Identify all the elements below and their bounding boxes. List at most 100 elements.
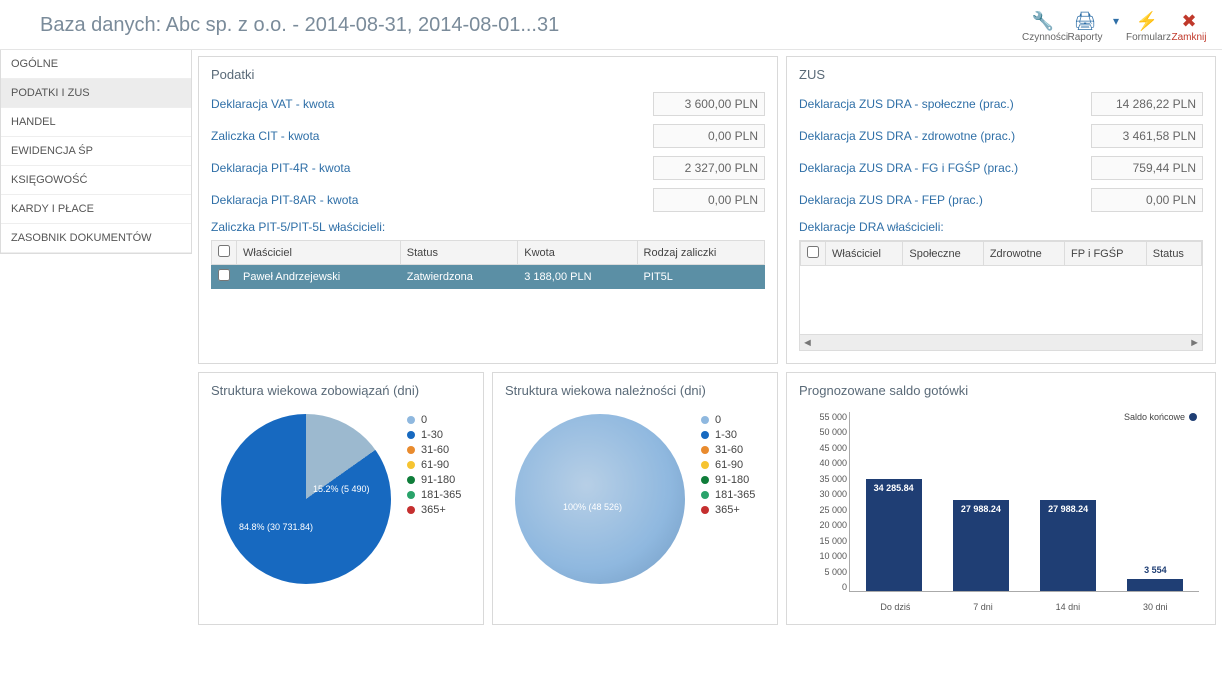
legend-item: 181-365 — [407, 489, 461, 501]
amount-value: 0,00 PLN — [653, 124, 765, 148]
pie-chart: 15.2% (5 490)84.8% (30 731.84) — [211, 414, 401, 604]
wrench-icon: 🔧 — [1022, 10, 1064, 32]
legend: 01-3031-6061-9091-180181-365365+ — [407, 414, 461, 519]
legend-item: 1-30 — [407, 429, 461, 441]
bar-value-label: 3 554 — [1127, 565, 1183, 575]
panel-pie-zobow: Struktura wiekowa zobowiązań (dni) 15.2%… — [198, 372, 484, 625]
page-title: Baza danych: Abc sp. z o.o. - 2014-08-31… — [40, 8, 559, 37]
toolbar-dropdown[interactable]: ▾ — [1106, 8, 1126, 45]
column-header[interactable]: Zdrowotne — [983, 242, 1064, 266]
field-link[interactable]: Deklaracja PIT-4R - kwota — [211, 161, 350, 175]
y-tick: 50 000 — [799, 427, 847, 437]
y-tick: 40 000 — [799, 458, 847, 468]
legend-item: 365+ — [407, 504, 461, 516]
legend-label: 61-90 — [421, 459, 449, 471]
toolbar-zamknij[interactable]: ✖ Zamknij — [1168, 8, 1210, 45]
bar: 27 988.24 — [953, 500, 1009, 591]
column-header[interactable] — [212, 241, 237, 265]
legend-item: 0 — [407, 414, 461, 426]
legend: 0 1-30 31-60 61-90 91-180 181-365 365+ — [701, 414, 755, 519]
table-cell: PIT5L — [637, 265, 764, 289]
legend-item: 0 — [701, 414, 755, 426]
field-link[interactable]: Deklaracja ZUS DRA - FEP (prac.) — [799, 193, 983, 207]
y-tick: 25 000 — [799, 505, 847, 515]
table-empty-body — [800, 266, 1202, 334]
sidebar-item[interactable]: OGÓLNE — [1, 50, 191, 79]
column-header[interactable]: Właściciel — [237, 241, 401, 265]
legend-item: 365+ — [701, 504, 755, 516]
horizontal-scrollbar[interactable]: ◄► — [800, 334, 1202, 350]
pie-slice-label: 84.8% (30 731.84) — [239, 522, 313, 532]
sidebar-item[interactable]: HANDEL — [1, 108, 191, 137]
field-link[interactable]: Deklaracja VAT - kwota — [211, 97, 334, 111]
field-link[interactable]: Deklaracja ZUS DRA - społeczne (prac.) — [799, 97, 1014, 111]
toolbar-label: Zamknij — [1168, 32, 1210, 43]
plot-area: 34 285.8427 988.2427 988.243 554 — [849, 412, 1199, 592]
sidebar-item[interactable]: ZASOBNIK DOKUMENTÓW — [1, 224, 191, 253]
amount-value: 0,00 PLN — [1091, 188, 1203, 212]
column-header[interactable] — [801, 242, 826, 266]
panel-title: Struktura wiekowa zobowiązań (dni) — [211, 383, 471, 398]
amount-value: 759,44 PLN — [1091, 156, 1203, 180]
legend-item: 1-30 — [701, 429, 755, 441]
select-all-checkbox[interactable] — [807, 246, 819, 258]
field-link[interactable]: Zaliczka CIT - kwota — [211, 129, 319, 143]
toolbar-formularz[interactable]: ⚡ Formularz — [1126, 8, 1168, 45]
column-header[interactable]: Kwota — [518, 241, 637, 265]
legend-item: 61-90 — [701, 459, 755, 471]
field-link[interactable]: Deklaracja PIT-8AR - kwota — [211, 193, 358, 207]
sidebar-item[interactable]: EWIDENCJA ŚP — [1, 137, 191, 166]
legend-label: 61-90 — [715, 459, 743, 471]
legend-dot-icon — [701, 506, 709, 514]
y-tick: 20 000 — [799, 520, 847, 530]
legend-label: 91-180 — [421, 474, 455, 486]
panel-title: ZUS — [799, 67, 1203, 82]
sidebar-item[interactable]: KARDY I PŁACE — [1, 195, 191, 224]
column-header[interactable]: Status — [400, 241, 517, 265]
legend-label: 91-180 — [715, 474, 749, 486]
legend-label: 1-30 — [715, 429, 737, 441]
field-link[interactable]: Deklaracja ZUS DRA - FG i FGŚP (prac.) — [799, 161, 1018, 175]
toolbar-czynnosci[interactable]: 🔧 Czynności — [1022, 8, 1064, 45]
x-tick: 14 dni — [1056, 602, 1081, 612]
field-link[interactable]: Deklaracja ZUS DRA - zdrowotne (prac.) — [799, 129, 1015, 143]
legend-label: 0 — [715, 414, 721, 426]
legend-dot-icon — [701, 416, 709, 424]
bolt-icon: ⚡ — [1126, 10, 1168, 32]
amount-value: 14 286,22 PLN — [1091, 92, 1203, 116]
panel-zus: ZUS Deklaracja ZUS DRA - społeczne (prac… — [786, 56, 1216, 364]
print-icon: 🖨 — [1064, 10, 1106, 32]
sidebar-item[interactable]: KSIĘGOWOŚĆ — [1, 166, 191, 195]
field-row: Deklaracja ZUS DRA - FEP (prac.) 0,00 PLN — [799, 188, 1203, 212]
legend-dot-icon — [407, 446, 415, 454]
amount-value: 3 600,00 PLN — [653, 92, 765, 116]
legend-dot-icon — [701, 491, 709, 499]
legend-dot-icon — [407, 416, 415, 424]
y-tick: 45 000 — [799, 443, 847, 453]
legend-dot-icon — [407, 476, 415, 484]
toolbar: 🔧 Czynności 🖨 Raporty ▾ ⚡ Formularz ✖ Za… — [1022, 8, 1210, 45]
column-header[interactable]: Status — [1146, 242, 1201, 266]
table-podatki: WłaścicielStatusKwotaRodzaj zaliczki Paw… — [211, 240, 765, 289]
subheading: Zaliczka PIT-5/PIT-5L właścicieli: — [211, 220, 765, 234]
table-cell: 3 188,00 PLN — [518, 265, 637, 289]
select-all-checkbox[interactable] — [218, 245, 230, 257]
column-header[interactable]: Rodzaj zaliczki — [637, 241, 764, 265]
sidebar-item[interactable]: PODATKI I ZUS — [1, 79, 191, 108]
panel-bar-prognoza: Prognozowane saldo gotówki Saldo końcowe… — [786, 372, 1216, 625]
row-checkbox[interactable] — [218, 269, 230, 281]
column-header[interactable]: Właściciel — [826, 242, 903, 266]
table-cell — [212, 265, 237, 289]
bar-value-label: 27 988.24 — [1040, 504, 1096, 514]
y-tick: 0 — [799, 582, 847, 592]
toolbar-raporty[interactable]: 🖨 Raporty — [1064, 8, 1106, 45]
legend-item: 181-365 — [701, 489, 755, 501]
column-header[interactable]: Społeczne — [903, 242, 983, 266]
table-row[interactable]: Paweł AndrzejewskiZatwierdzona3 188,00 P… — [212, 265, 765, 289]
y-tick: 55 000 — [799, 412, 847, 422]
column-header[interactable]: FP i FGŚP — [1065, 242, 1147, 266]
legend-label: 31-60 — [715, 444, 743, 456]
legend-label: 181-365 — [715, 489, 755, 501]
y-tick: 10 000 — [799, 551, 847, 561]
amount-value: 2 327,00 PLN — [653, 156, 765, 180]
